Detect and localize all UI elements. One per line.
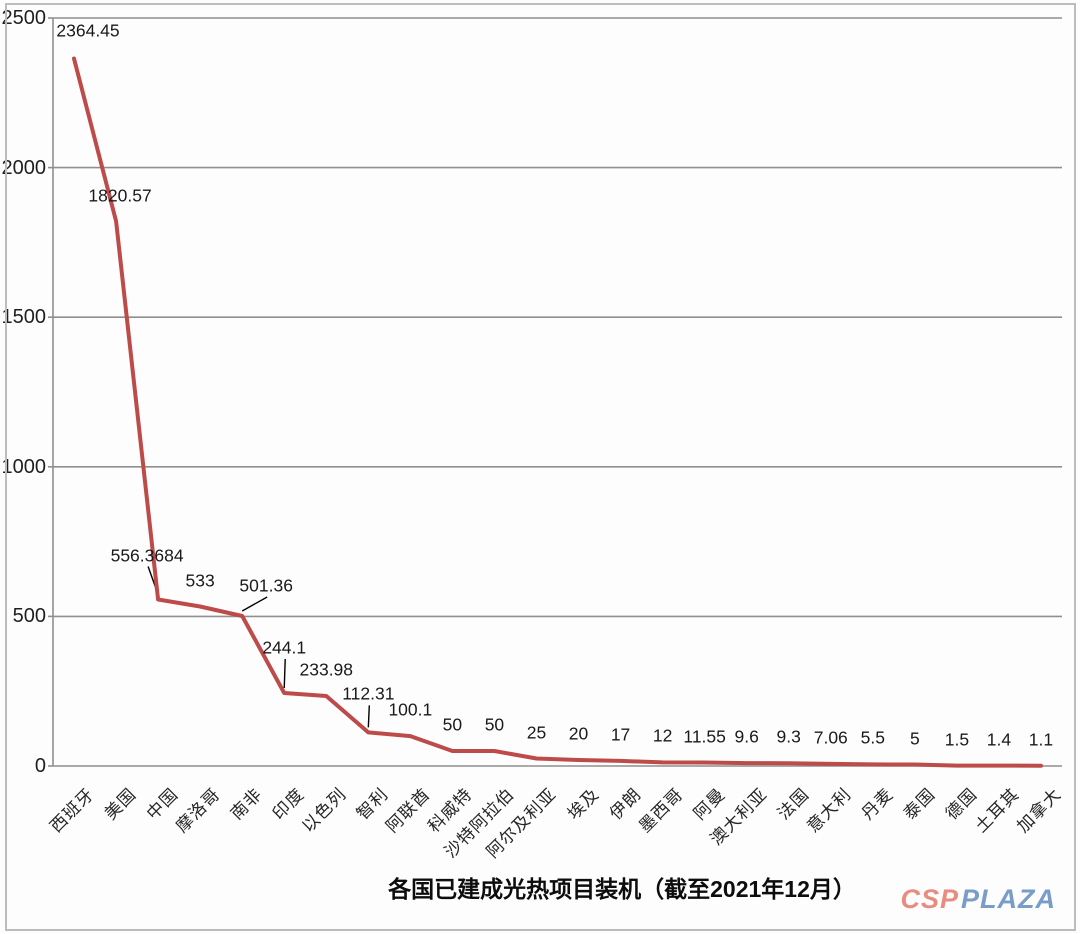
label-leader-line xyxy=(283,658,286,688)
csp-plaza-watermark: CSPPLAZA xyxy=(900,884,1056,914)
y-tick-label: 2500 xyxy=(1,7,47,29)
data-label: 244.1 xyxy=(262,637,307,658)
data-label: 20 xyxy=(568,723,589,744)
data-series-line xyxy=(72,56,1043,768)
data-label: 12 xyxy=(652,725,673,746)
y-tick-label: 500 xyxy=(12,605,46,628)
label-leader-line xyxy=(367,705,371,728)
chart-title: 各国已建成光热项目装机（截至2021年12月） xyxy=(388,876,856,902)
data-label: 2364.45 xyxy=(56,20,120,41)
data-label: 9.3 xyxy=(776,726,801,747)
data-label: 501.36 xyxy=(239,575,293,596)
data-label: 533 xyxy=(185,570,215,591)
logo-csp-text: CSP xyxy=(900,884,959,914)
y-tick-label: 1000 xyxy=(1,455,47,478)
logo-plaza-text: PLAZA xyxy=(961,884,1056,914)
data-label: 50 xyxy=(442,714,463,735)
data-label: 100.1 xyxy=(388,699,433,720)
data-label: 1820.57 xyxy=(88,185,152,206)
data-label: 7.06 xyxy=(813,727,848,748)
data-label: 1.5 xyxy=(944,729,970,750)
data-label: 233.98 xyxy=(299,659,354,680)
data-label: 50 xyxy=(484,714,505,735)
data-label: 11.55 xyxy=(683,726,726,747)
data-label: 112.31 xyxy=(342,683,395,704)
y-tick-label: 1500 xyxy=(1,306,47,329)
data-label: 5.5 xyxy=(860,727,885,748)
data-label: 556.3684 xyxy=(110,545,184,566)
label-leader-line xyxy=(241,596,268,612)
data-label: 1.1 xyxy=(1028,729,1054,750)
y-tick-label: 0 xyxy=(34,755,46,777)
data-label: 9.6 xyxy=(734,726,759,747)
y-tick-label: 2000 xyxy=(1,156,47,179)
data-label: 5 xyxy=(909,728,920,748)
data-label: 25 xyxy=(526,722,547,743)
data-label: 1.4 xyxy=(986,729,1012,750)
data-label: 17 xyxy=(610,724,631,745)
